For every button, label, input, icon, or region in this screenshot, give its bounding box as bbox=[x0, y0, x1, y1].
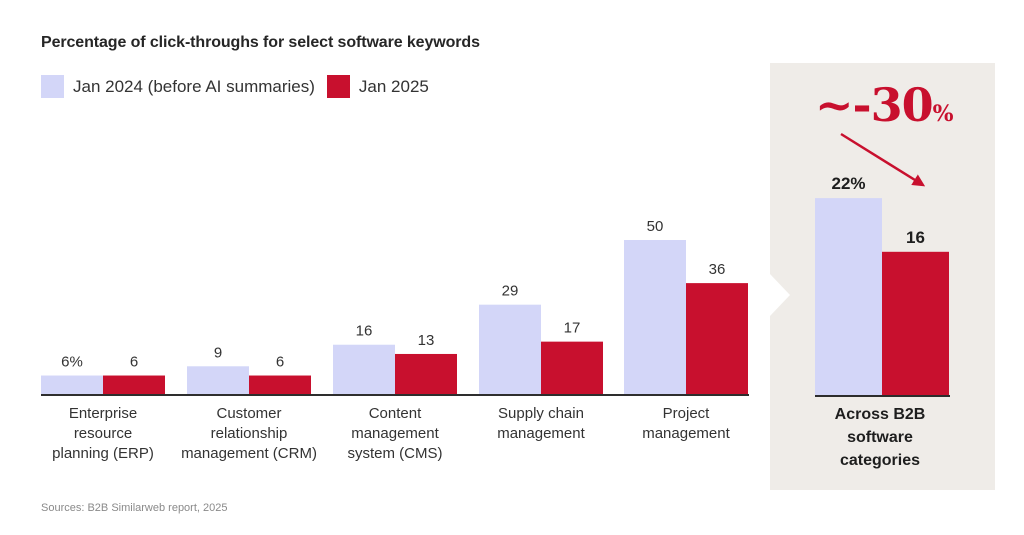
data-label-2024-2: 16 bbox=[356, 323, 373, 340]
bar-2024-0 bbox=[41, 375, 103, 394]
category-label-line: management bbox=[642, 425, 730, 442]
bar-2025-1 bbox=[249, 375, 311, 394]
category-label-line: Customer bbox=[216, 405, 282, 422]
category-label-line: Supply chain bbox=[498, 405, 584, 422]
bar-2024-2 bbox=[333, 344, 395, 394]
summary-bar-2024 bbox=[815, 198, 882, 395]
change-value: ~-30 bbox=[815, 78, 934, 132]
category-label-line: planning (ERP) bbox=[52, 445, 154, 462]
bar-2024-3 bbox=[479, 304, 541, 394]
legend-label-2024: Jan 2024 (before AI summaries) bbox=[73, 76, 315, 96]
change-annotation: ~-30% bbox=[815, 78, 954, 132]
category-label-line: Project bbox=[662, 405, 710, 422]
data-label-2024-0: 6% bbox=[61, 354, 83, 371]
summary-data-label-2025: 16 bbox=[906, 228, 925, 247]
category-label: Supply chain management bbox=[466, 404, 616, 444]
legend-swatch-2024 bbox=[41, 75, 64, 98]
category-label: Enterprise resource planning (ERP) bbox=[28, 404, 178, 464]
category-label-line: management bbox=[497, 425, 585, 442]
bar-2024-4 bbox=[624, 240, 686, 394]
category-label-line: management (CRM) bbox=[181, 445, 317, 462]
category-label-line: system (CMS) bbox=[347, 445, 443, 462]
bar-2025-2 bbox=[395, 353, 457, 394]
category-label-line: management bbox=[351, 425, 439, 442]
source-note: Sources: B2B Similarweb report, 2025 bbox=[41, 502, 228, 514]
chart-title: Percentage of click-throughs for select … bbox=[41, 34, 480, 51]
change-suffix: % bbox=[932, 101, 954, 127]
summary-category-line: Across B2B bbox=[834, 406, 926, 423]
category-label-line: resource bbox=[73, 425, 133, 442]
summary-category-line: categories bbox=[839, 452, 921, 469]
data-label-2025-4: 36 bbox=[709, 261, 726, 278]
legend-label-2025: Jan 2025 bbox=[358, 76, 429, 96]
data-label-2025-2: 13 bbox=[418, 332, 435, 349]
category-label: Project management bbox=[611, 404, 761, 444]
bar-2025-0 bbox=[103, 375, 165, 394]
bar-2025-3 bbox=[541, 341, 603, 394]
category-label: Customer relationship management (CRM) bbox=[174, 404, 324, 464]
panel-notch bbox=[770, 274, 790, 316]
category-label-line: Enterprise bbox=[68, 405, 138, 422]
summary-category-line: software bbox=[847, 429, 913, 446]
summary-category-label: Across B2B software categories bbox=[800, 403, 960, 472]
down-arrow-icon bbox=[840, 132, 926, 187]
data-label-2025-1: 6 bbox=[276, 354, 284, 371]
category-label-line: relationship bbox=[210, 425, 288, 442]
data-label-2025-0: 6 bbox=[130, 354, 138, 371]
bar-2025-4 bbox=[686, 283, 748, 394]
legend: Jan 2024 (before AI summaries) Jan 2025 bbox=[41, 75, 441, 98]
category-label-line: Content bbox=[368, 405, 422, 422]
category-label: Content management system (CMS) bbox=[320, 404, 470, 464]
bar-2024-1 bbox=[187, 366, 249, 394]
data-label-2024-4: 50 bbox=[647, 218, 664, 235]
data-label-2024-1: 9 bbox=[214, 344, 222, 361]
summary-bar-2025 bbox=[882, 251, 949, 395]
data-label-2025-3: 17 bbox=[564, 320, 581, 337]
summary-data-label-2024: 22% bbox=[831, 174, 865, 193]
data-label-2024-3: 29 bbox=[502, 283, 519, 300]
legend-swatch-2025 bbox=[326, 75, 350, 98]
